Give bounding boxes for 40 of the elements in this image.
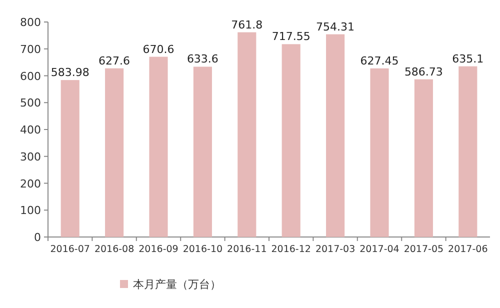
y-tick-label: 200 — [20, 177, 41, 190]
y-tick-label: 0 — [34, 231, 41, 244]
data-label: 586.73 — [404, 65, 443, 78]
x-tick-label: 2017-04 — [360, 244, 400, 255]
bar — [149, 56, 168, 237]
data-label: 583.98 — [50, 66, 90, 80]
y-tick-label: 300 — [20, 150, 41, 164]
data-label: 627.6 — [98, 54, 130, 68]
y-tick-label: 400 — [20, 124, 41, 136]
x-tick-label: 2016-09 — [138, 244, 178, 255]
data-label: 633.6 — [186, 52, 218, 66]
x-tick-label: 2016-11 — [227, 244, 267, 255]
data-label: 635.1 — [452, 52, 484, 66]
data-label: 670.6 — [142, 42, 174, 56]
data-label: 754.31 — [316, 20, 355, 34]
y-tick-label: 500 — [20, 96, 41, 110]
bar — [458, 66, 478, 237]
bar — [238, 32, 256, 237]
data-label: 627.45 — [360, 54, 399, 68]
y-tick-label: 600 — [20, 70, 41, 83]
x-tick-label: 2017-05 — [404, 244, 444, 255]
x-tick-label: 2017-03 — [315, 244, 356, 255]
bar — [193, 66, 212, 237]
data-label: 717.55 — [272, 30, 310, 44]
bar — [60, 80, 80, 237]
y-tick-label: 700 — [20, 42, 41, 56]
x-tick-label: 2016-10 — [182, 244, 223, 255]
x-tick-label: 2016-07 — [50, 244, 90, 255]
y-tick-label: 800 — [20, 16, 41, 29]
bar — [414, 79, 433, 237]
x-tick-label: 2017-06 — [448, 244, 488, 255]
x-tick-label: 2016-08 — [94, 244, 134, 255]
bar — [282, 44, 300, 237]
bar — [105, 68, 124, 237]
data-label: 761.8 — [231, 18, 263, 32]
bar — [326, 34, 345, 237]
y-tick-label: 100 — [20, 204, 41, 218]
x-tick-label: 2016-12 — [271, 244, 311, 255]
bar — [370, 68, 389, 237]
legend-label: 本月产量（万台） — [133, 278, 221, 291]
